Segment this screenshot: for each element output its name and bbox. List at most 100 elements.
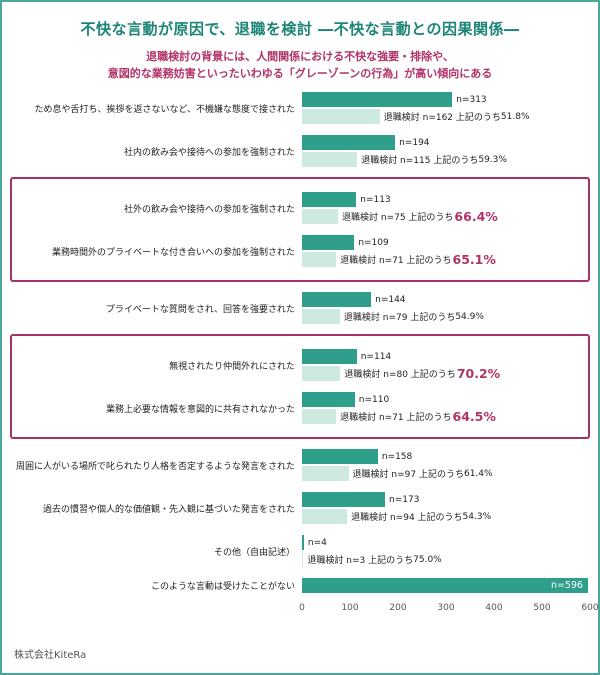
bar-value-label: n=109: [358, 237, 389, 248]
bar-value-label: n=596: [550, 580, 584, 591]
consider-value-label: 退職検討 n=97 上記のうち 61.4%: [353, 467, 493, 481]
total-bar-line: n=313: [302, 91, 590, 108]
total-bar-line: n=144: [302, 291, 590, 308]
subtitle-line-1: 退職検討の背景には、人間関係における不快な強要・排除や、: [146, 50, 454, 63]
bar-value-label: n=173: [389, 494, 420, 505]
bar-consider: [302, 109, 380, 124]
page-title: 不快な言動が原因で、退職を検討 ―不快な言動との因果関係―: [80, 20, 520, 38]
consider-prefix: 退職検討 n=162 上記のうち: [383, 113, 501, 123]
bar-consider: [302, 509, 348, 524]
bar-consider: [302, 466, 349, 481]
bar-total: [302, 449, 378, 464]
bar-total: n=596: [302, 578, 589, 593]
consider-bar-line: 退職検討 n=75 上記のうち 66.4%: [302, 208, 590, 225]
consider-prefix: 退職検討 n=80 上記のうち: [344, 370, 456, 380]
consider-percentage: 59.3%: [478, 154, 507, 165]
consider-bar-line: 退職検討 n=79 上記のうち 54.9%: [302, 308, 590, 325]
bar-value-label: n=113: [360, 194, 391, 205]
axis-tick: 300: [437, 603, 455, 613]
total-bar-line: n=158: [302, 448, 590, 465]
consider-bar-line: 退職検討 n=3 上記のうち 75.0%: [302, 551, 590, 568]
chart-row: その他（自由記述） n=4 退職検討 n=3 上記のうち 75.0%: [10, 534, 590, 568]
category-label: 業務時間外のプライベートな付き合いへの参加を強制された: [51, 247, 295, 258]
chart-row: 業務上必要な情報を意図的に共有されなかった n=110 退職検討 n=71 上記のう…: [10, 391, 590, 425]
total-bar-line: n=194: [302, 134, 590, 151]
axis-tick: 100: [341, 603, 359, 613]
bar-consider: [302, 152, 358, 167]
consider-bar-line: 退職検討 n=71 上記のうち 65.1%: [302, 251, 590, 268]
category-label: 業務上必要な情報を意図的に共有されなかった: [105, 404, 295, 415]
category-label: 社内の飲み会や接待への参加を強制された: [123, 147, 295, 158]
bar-group: n=109 退職検討 n=71 上記のうち 65.1%: [302, 234, 590, 268]
chart-row: 業務時間外のプライベートな付き合いへの参加を強制された n=109 退職検討 n=7…: [10, 234, 590, 268]
bar-total: [302, 392, 355, 407]
x-axis-ticks: 0 100 200 300 400 500 600: [299, 603, 598, 617]
bar-consider: [302, 366, 341, 381]
consider-value-label: 退職検討 n=115 上記のうち 59.3%: [361, 153, 507, 167]
consider-value-label: 退職検討 n=162 上記のうち 51.8%: [383, 110, 530, 124]
bar-total: [302, 92, 453, 107]
consider-value-label: 退職検討 n=71 上記のうち 64.5%: [340, 409, 496, 424]
category-label: その他（自由記述）: [213, 547, 295, 558]
consider-percentage: 61.4%: [463, 468, 493, 479]
consider-bar-line: 退職検討 n=71 上記のうち 64.5%: [302, 408, 590, 425]
consider-value-label: 退職検討 n=94 上記のうち 54.3%: [351, 510, 492, 524]
axis-tick: 400: [485, 603, 503, 613]
axis-tick: 0: [299, 603, 305, 613]
consider-bar-line: 退職検討 n=94 上記のうち 54.3%: [302, 508, 590, 525]
total-bar-line: n=4: [302, 534, 590, 551]
axis-tick: 600: [581, 603, 599, 613]
axis-tick: 500: [533, 603, 551, 613]
chart-row: プライベートな質問をされ、回答を強要された n=144 退職検討 n=79 上記のう…: [10, 291, 590, 325]
bar-value-label: n=4: [307, 537, 327, 548]
x-axis: 0 100 200 300 400 500 600: [10, 603, 598, 617]
category-label: 周囲に人がいる場所で叱られたり人格を否定するような発言をされた: [15, 461, 295, 472]
bar-consider: [302, 409, 337, 424]
consider-bar-line: 退職検討 n=115 上記のうち 59.3%: [302, 151, 590, 168]
bar-total: [302, 535, 304, 550]
chart-row: 社外の飲み会や接待への参加を強制された n=113 退職検討 n=75 上記のうち 6…: [10, 191, 590, 225]
consider-percentage: 75.0%: [413, 554, 442, 565]
category-label: このような言動は受けたことがない: [150, 582, 295, 592]
bar-group: n=4 退職検討 n=3 上記のうち 75.0%: [302, 534, 590, 568]
bar-value-label: n=158: [381, 451, 413, 462]
chart-row: ため息や舌打ち、挨拶を返さないなど、不機嫌な態度で接された n=313 退職検討 n…: [10, 91, 590, 125]
consider-prefix: 退職検討 n=115 上記のうち: [361, 156, 479, 166]
bar-total: [302, 292, 372, 307]
bar-value-label: n=110: [358, 394, 390, 405]
category-label: 無視されたり仲間外れにされた: [169, 361, 295, 372]
bar-group: n=114 退職検討 n=80 上記のうち 70.2%: [302, 348, 590, 382]
total-bar-line: n=173: [302, 491, 590, 508]
bar-value-label: n=194: [399, 137, 430, 148]
total-bar-line: n=113: [302, 191, 590, 208]
bar-total: [302, 192, 357, 207]
bar-total: [302, 135, 396, 150]
bar-group: n=596: [302, 577, 590, 594]
consider-percentage: 65.1%: [452, 252, 496, 267]
category-label: 過去の慣習や個人的な価値観・先入観に基づいた発言をされた: [42, 504, 295, 515]
chart-row: 社内の飲み会や接待への参加を強制された n=194 退職検討 n=115 上記のうち…: [10, 134, 590, 168]
bar-value-label: n=313: [456, 94, 487, 105]
consider-value-label: 退職検討 n=71 上記のうち 65.1%: [340, 252, 496, 267]
consider-percentage: 54.9%: [455, 311, 484, 322]
subtitle-line-2: 意図的な業務妨害といったいわゆる「グレーゾーンの行為」が高い傾向にある: [107, 66, 493, 80]
total-bar-line: n=109: [302, 234, 590, 251]
bar-total: [302, 235, 355, 250]
consider-percentage: 64.5%: [452, 409, 496, 424]
bar-group: n=173 退職検討 n=94 上記のうち 54.3%: [302, 491, 590, 525]
bar-consider: [302, 552, 304, 567]
bar-value-label: n=114: [360, 351, 392, 362]
consider-prefix: 退職検討 n=3 上記のうち: [307, 556, 414, 566]
total-bar-line: n=596: [302, 577, 590, 594]
bar-consider: [302, 209, 338, 224]
category-label: ため息や舌打ち、挨拶を返さないなど、不機嫌な態度で接された: [34, 104, 295, 115]
consider-percentage: 54.3%: [462, 511, 492, 522]
consider-prefix: 退職検討 n=94 上記のうち: [351, 513, 463, 523]
bar-group: n=158 退職検討 n=97 上記のうち 61.4%: [302, 448, 590, 482]
bar-group: n=113 退職検討 n=75 上記のうち 66.4%: [302, 191, 590, 225]
bar-chart: ため息や舌打ち、挨拶を返さないなど、不機嫌な態度で接された n=313 退職検討 n…: [10, 91, 590, 594]
consider-value-label: 退職検討 n=75 上記のうち 66.4%: [342, 209, 498, 224]
chart-row: このような言動は受けたことがない n=596: [10, 577, 590, 594]
consider-bar-line: 退職検討 n=97 上記のうち 61.4%: [302, 465, 590, 482]
